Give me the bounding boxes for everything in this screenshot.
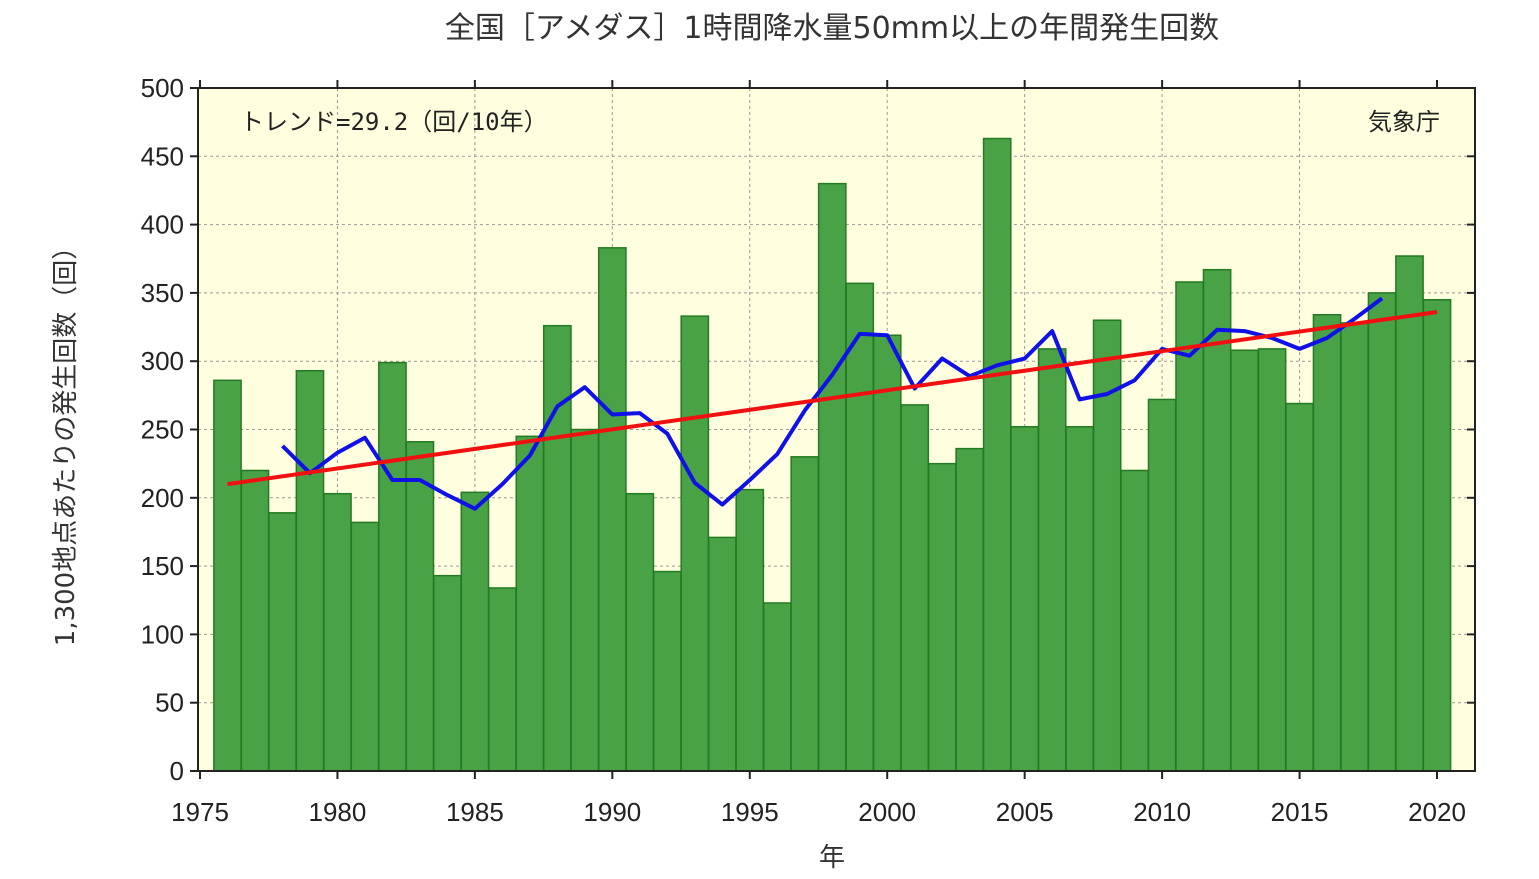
bar <box>405 441 435 772</box>
y-tick-label: 500 <box>141 73 184 103</box>
bar <box>845 282 875 772</box>
bar <box>213 379 242 772</box>
bar <box>762 602 792 772</box>
bar <box>433 574 462 772</box>
y-tick-label: 50 <box>155 688 184 718</box>
y-tick-label: 0 <box>170 756 184 786</box>
bar <box>515 435 545 772</box>
bar <box>1312 314 1342 772</box>
bar <box>323 492 352 772</box>
bar <box>1120 469 1149 772</box>
y-tick-label: 300 <box>141 346 184 376</box>
bar <box>460 491 490 772</box>
bar <box>707 536 737 772</box>
bar <box>817 182 847 772</box>
bars <box>213 137 1452 772</box>
axis-ticks: 0 50 100 150 200 250 300 350 400 450 500 1975 1980 19… <box>141 73 1475 827</box>
bar <box>1147 398 1177 772</box>
bar <box>872 334 902 772</box>
x-tick-label: 2020 <box>1408 797 1466 827</box>
bar <box>927 462 957 772</box>
x-tick-label: 1980 <box>309 797 367 827</box>
x-tick-label: 2010 <box>1133 797 1191 827</box>
y-tick-label: 250 <box>141 415 184 445</box>
bar <box>570 428 600 772</box>
bar <box>790 456 820 772</box>
y-tick-label: 200 <box>141 483 184 513</box>
chart-title: 全国［アメダス］1時間降水量50mm以上の年間発生回数 <box>445 11 1219 46</box>
bar <box>1202 268 1232 772</box>
bar <box>1422 298 1452 772</box>
x-tick-label: 2000 <box>858 797 916 827</box>
bar <box>982 137 1012 772</box>
y-tick-label: 350 <box>141 278 184 308</box>
x-tick-label: 1995 <box>721 797 779 827</box>
bar <box>735 488 765 772</box>
bar <box>1395 255 1424 772</box>
x-tick-label: 1990 <box>583 797 641 827</box>
bar <box>488 587 517 772</box>
x-axis-label: 年 <box>819 843 845 873</box>
bar <box>295 370 325 772</box>
trend-annotation: トレンド=29.2（回/10年） <box>240 108 548 136</box>
bar <box>268 512 297 772</box>
y-tick-label: 150 <box>141 551 184 581</box>
bar <box>1285 402 1314 772</box>
bar <box>1175 281 1204 772</box>
y-tick-label: 450 <box>141 141 184 171</box>
lines <box>227 296 1438 511</box>
y-axis-label: 1,300地点あたりの発生回数（回） <box>51 234 81 646</box>
y-tick-label: 400 <box>141 210 184 240</box>
bar <box>955 447 985 772</box>
bar <box>1037 348 1067 772</box>
bar <box>1010 426 1040 772</box>
credit-label: 気象庁 <box>1368 108 1440 136</box>
bar <box>1230 349 1259 772</box>
x-tick-label: 1975 <box>171 797 229 827</box>
bar <box>1340 322 1369 772</box>
y-tick-label: 100 <box>141 619 184 649</box>
bar <box>1065 426 1095 772</box>
bar <box>350 521 380 772</box>
x-tick-label: 1985 <box>446 797 504 827</box>
bar <box>652 570 682 772</box>
bar <box>378 361 407 772</box>
bar <box>597 247 627 772</box>
bar <box>680 315 710 772</box>
bar <box>1257 348 1287 772</box>
x-tick-label: 2015 <box>1271 797 1329 827</box>
bar <box>900 404 930 772</box>
bar <box>625 492 655 772</box>
bar <box>1367 292 1397 772</box>
trend-line <box>227 310 1438 487</box>
bar <box>240 469 270 772</box>
bar <box>543 324 572 772</box>
x-tick-label: 2005 <box>996 797 1054 827</box>
